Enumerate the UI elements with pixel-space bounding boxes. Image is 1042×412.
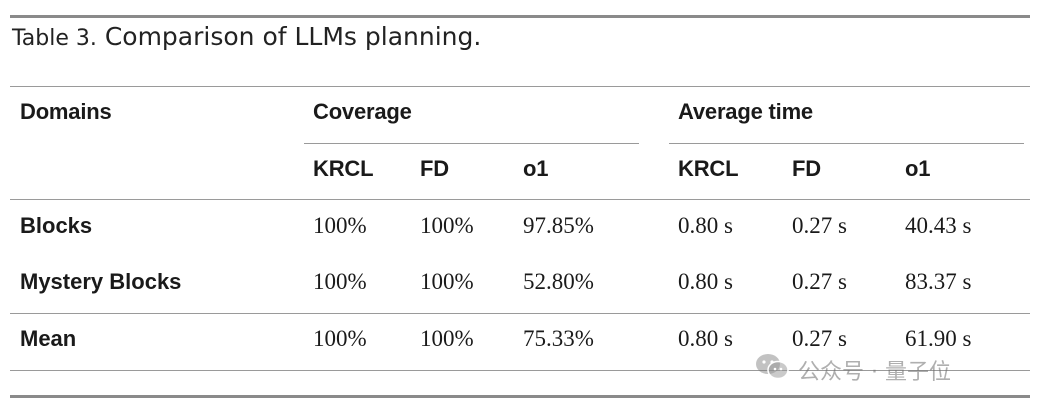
cell-time-o1: 61.90 s — [905, 326, 972, 351]
header-average-time: Average time — [678, 99, 813, 124]
cell-time-krcl: 0.80 s — [678, 213, 733, 238]
subheader-time-fd: FD — [792, 156, 821, 181]
cell-coverage-krcl: 100% — [313, 269, 367, 294]
cell-coverage-o1: 75.33% — [523, 326, 594, 351]
subheader-coverage-krcl: KRCL — [313, 156, 374, 181]
top-rule — [10, 15, 1030, 18]
cell-time-krcl: 0.80 s — [678, 269, 733, 294]
cell-coverage-fd: 100% — [420, 213, 474, 238]
subheader-coverage-fd: FD — [420, 156, 449, 181]
cell-coverage-o1: 97.85% — [523, 213, 594, 238]
cell-time-krcl: 0.80 s — [678, 326, 733, 351]
cell-coverage-fd: 100% — [420, 326, 474, 351]
header-domains: Domains — [20, 99, 112, 124]
caption-label: Table 3. — [12, 26, 97, 51]
bottom-rule — [10, 395, 1030, 398]
cell-time-o1: 40.43 s — [905, 213, 972, 238]
watermark-text: 公众号 · 量子位 — [798, 360, 951, 385]
cell-time-fd: 0.27 s — [792, 269, 847, 294]
row-domain: Blocks — [20, 213, 93, 238]
subheader-coverage-o1: o1 — [523, 156, 549, 181]
cell-time-o1: 83.37 s — [905, 269, 972, 294]
subheader-time-krcl: KRCL — [678, 156, 739, 181]
cell-time-fd: 0.27 s — [792, 213, 847, 238]
header-bottom-rule — [10, 199, 1030, 200]
caption-text: Comparison of LLMs planning. — [104, 22, 482, 51]
row-domain: Mystery Blocks — [20, 269, 182, 294]
cell-time-fd: 0.27 s — [792, 326, 847, 351]
header-coverage: Coverage — [313, 99, 412, 124]
watermark: 公众号 · 量子位 — [754, 352, 951, 388]
wechat-icon — [754, 352, 790, 388]
cell-coverage-o1: 52.80% — [523, 269, 594, 294]
mean-top-rule — [10, 313, 1030, 314]
table-caption: Table 3. Comparison of LLMs planning. — [12, 22, 481, 51]
table-bottom-rule — [10, 370, 1030, 371]
row-domain: Mean — [20, 326, 77, 351]
coverage-group-rule — [304, 143, 639, 144]
average-time-group-rule — [669, 143, 1024, 144]
cell-coverage-krcl: 100% — [313, 326, 367, 351]
subheader-time-o1: o1 — [905, 156, 931, 181]
table-top-rule — [10, 86, 1030, 87]
cell-coverage-krcl: 100% — [313, 213, 367, 238]
cell-coverage-fd: 100% — [420, 269, 474, 294]
